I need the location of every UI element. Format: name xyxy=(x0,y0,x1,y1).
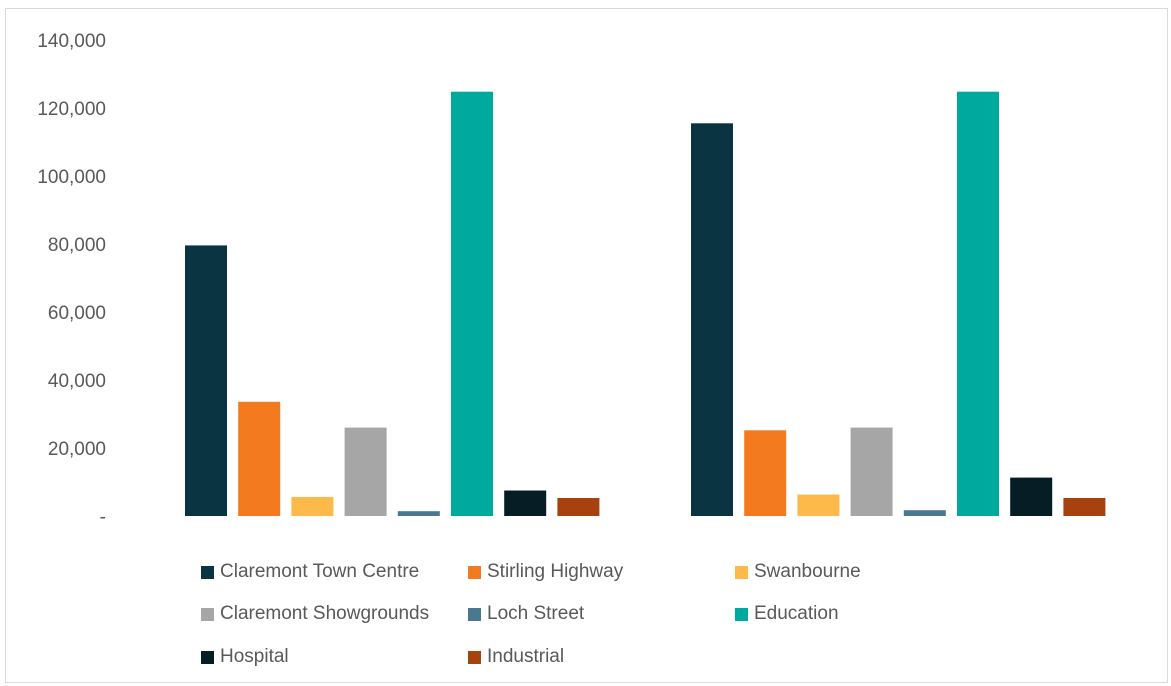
bar xyxy=(557,498,600,516)
bar xyxy=(291,497,334,516)
legend-label: Education xyxy=(754,603,839,624)
y-tick-label: 140,000 xyxy=(37,31,106,52)
legend-swatch xyxy=(735,565,748,579)
bars xyxy=(185,91,1106,517)
legend-item: Swanbourne xyxy=(735,561,861,583)
bar xyxy=(397,511,440,516)
bar xyxy=(1063,498,1106,516)
bar xyxy=(957,91,999,516)
legend-label: Claremont Showgrounds xyxy=(220,603,430,624)
legend-swatch xyxy=(201,565,214,579)
legend-item: Claremont Showgrounds xyxy=(201,603,429,625)
y-tick-label: 20,000 xyxy=(48,439,106,460)
legend-item: Loch Street xyxy=(468,603,584,625)
legend-item: Claremont Town Centre xyxy=(201,561,419,583)
y-tick-label: 120,000 xyxy=(37,99,106,120)
legend-swatch xyxy=(735,607,748,621)
y-tick-label: 80,000 xyxy=(48,235,106,256)
legend-item: Industrial xyxy=(468,646,564,668)
bar xyxy=(691,123,733,517)
legend-swatch xyxy=(201,607,214,621)
legend-swatch xyxy=(201,650,214,664)
legend-item: Stirling Highway xyxy=(468,561,623,583)
legend-swatch xyxy=(468,650,481,664)
legend-item: Education xyxy=(735,603,839,625)
legend-label: Industrial xyxy=(487,646,565,667)
bar xyxy=(744,430,787,516)
y-tick-label: 40,000 xyxy=(48,371,106,392)
legend-label: Loch Street xyxy=(487,603,585,624)
legend-item: Hospital xyxy=(201,646,289,668)
legend-swatch xyxy=(468,607,481,621)
bar xyxy=(185,245,227,516)
legend-label: Swanbourne xyxy=(754,561,861,582)
bar xyxy=(797,494,840,516)
bar-chart: - 20,000 40,000 60,000 80,000 100,000 120,000 1… xyxy=(37,31,1106,528)
chart-frame: - 20,000 40,000 60,000 80,000 100,000 120,000 1… xyxy=(5,8,1168,683)
legend-label: Hospital xyxy=(220,646,289,667)
y-axis: - 20,000 40,000 60,000 80,000 100,000 120,000 1… xyxy=(37,31,106,528)
bar xyxy=(504,490,547,516)
legend-swatch xyxy=(468,565,481,579)
y-tick-label: 60,000 xyxy=(48,303,106,324)
bar xyxy=(238,401,281,516)
legend-label: Stirling Highway xyxy=(487,561,624,582)
bar xyxy=(451,91,493,516)
bar xyxy=(344,427,387,516)
bar xyxy=(1010,477,1053,516)
y-tick-label: - xyxy=(100,507,106,528)
bar xyxy=(850,427,893,516)
y-tick-label: 100,000 xyxy=(37,167,106,188)
bar xyxy=(903,510,946,516)
legend-label: Claremont Town Centre xyxy=(220,561,420,582)
